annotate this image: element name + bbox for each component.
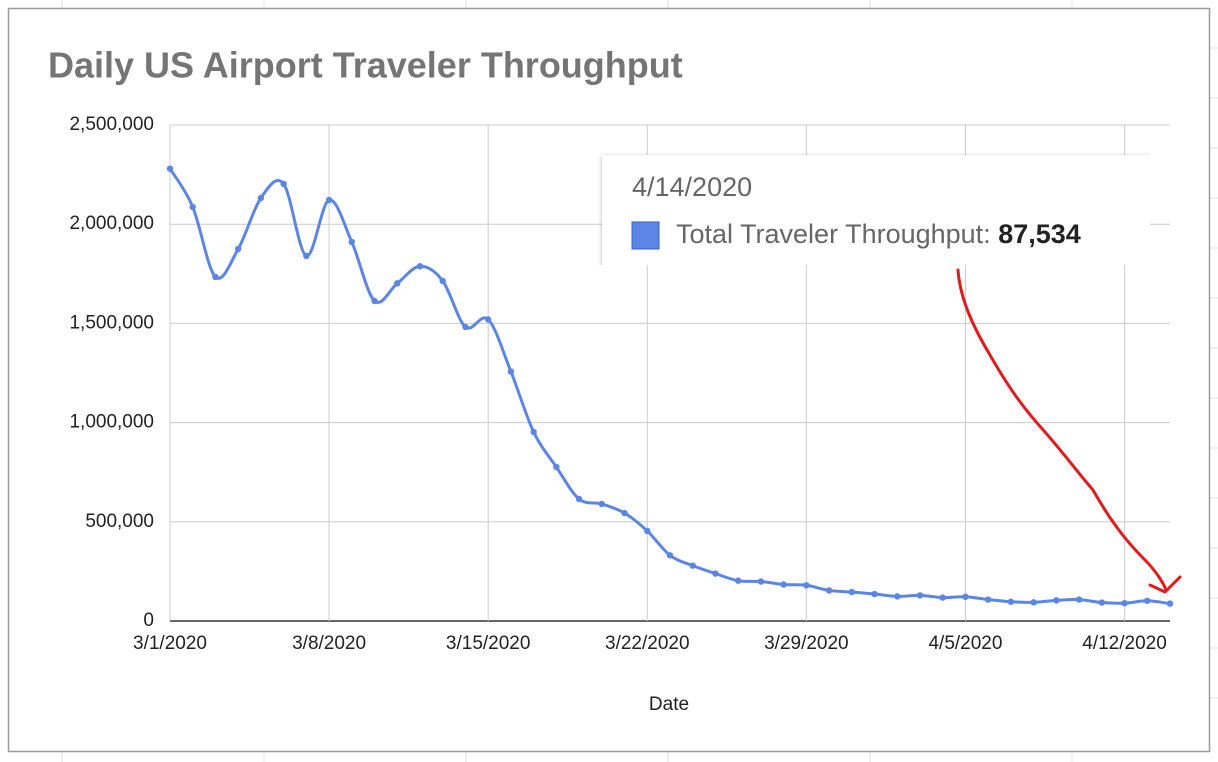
- data-point: [530, 428, 537, 436]
- x-tick-label: 3/1/2020: [133, 633, 207, 654]
- data-point: [984, 596, 992, 603]
- x-tick-label: 3/22/2020: [605, 633, 690, 654]
- x-tick-label: 4/5/2020: [928, 633, 1002, 654]
- data-point: [757, 578, 765, 585]
- tooltip-swatch: [631, 221, 660, 250]
- data-point: [553, 463, 560, 471]
- data-point: [348, 238, 356, 246]
- tooltip: 4/14/2020 Total Traveler Throughput: 87,…: [602, 155, 1150, 265]
- data-point: [280, 180, 287, 188]
- tooltip-value: 87,534: [998, 219, 1081, 249]
- chart-frame: [7, 7, 1211, 753]
- data-point: [712, 570, 719, 577]
- data-point: [234, 245, 242, 253]
- y-tick-label: 1,000,000: [69, 412, 154, 433]
- data-point: [1075, 596, 1083, 603]
- data-point: [894, 593, 901, 600]
- data-point: [484, 316, 492, 323]
- y-tick-label: 2,500,000: [69, 114, 154, 135]
- data-point: [734, 577, 742, 584]
- x-tick-label: 3/29/2020: [764, 633, 849, 654]
- data-point: [848, 588, 856, 596]
- data-point: [371, 297, 378, 305]
- x-tick-label: 3/15/2020: [446, 633, 531, 654]
- data-point: [1144, 597, 1151, 604]
- grid: 0 500,000 1,000,000 1,500,000 2,000,000 2,500…: [69, 114, 1170, 654]
- tooltip-label-text: Total Traveler Throughput:: [676, 219, 991, 249]
- data-point: [825, 587, 833, 594]
- data-point: [1030, 599, 1037, 606]
- data-point: [439, 277, 446, 285]
- data-point: [189, 203, 196, 211]
- data-point: [1166, 600, 1174, 607]
- tooltip-box: [602, 155, 1150, 265]
- y-tick-label: 0: [143, 610, 154, 631]
- data-point: [212, 273, 219, 281]
- annotation-arrow: [956, 268, 1182, 594]
- data-point: [416, 263, 424, 270]
- data-point: [598, 500, 606, 508]
- data-point: [1053, 597, 1060, 604]
- data-point: [666, 552, 674, 559]
- data-point: [325, 196, 333, 204]
- y-tick-label: 2,000,000: [69, 213, 154, 234]
- tooltip-date: 4/14/2020: [632, 172, 752, 202]
- data-point: [575, 495, 583, 503]
- data-point: [621, 509, 628, 517]
- data-point: [257, 194, 265, 202]
- plot: [166, 165, 1174, 607]
- data-point: [939, 594, 946, 601]
- x-tick-label: 3/8/2020: [292, 633, 366, 654]
- data-point: [644, 527, 651, 535]
- sheet-grid: [61, 0, 1218, 762]
- data-point: [303, 252, 310, 260]
- x-axis-title: Date: [649, 694, 689, 715]
- data-point: [166, 165, 174, 172]
- data-point: [462, 323, 469, 331]
- data-point: [803, 582, 810, 589]
- data-point: [689, 562, 696, 569]
- data-point: [871, 590, 878, 598]
- data-point: [1098, 599, 1106, 606]
- y-tick-label: 500,000: [85, 511, 154, 532]
- tooltip-label: Total Traveler Throughput: 87,534: [676, 219, 1081, 249]
- data-point: [780, 581, 787, 588]
- chart-title: Daily US Airport Traveler Throughput: [48, 45, 683, 86]
- data-point: [962, 593, 969, 600]
- data-point: [916, 592, 924, 599]
- x-tick-label: 4/12/2020: [1082, 633, 1167, 654]
- data-point: [507, 368, 515, 375]
- y-tick-label: 1,500,000: [69, 312, 154, 333]
- data-point: [394, 280, 401, 287]
- data-point: [1007, 598, 1015, 605]
- data-point: [1121, 599, 1128, 607]
